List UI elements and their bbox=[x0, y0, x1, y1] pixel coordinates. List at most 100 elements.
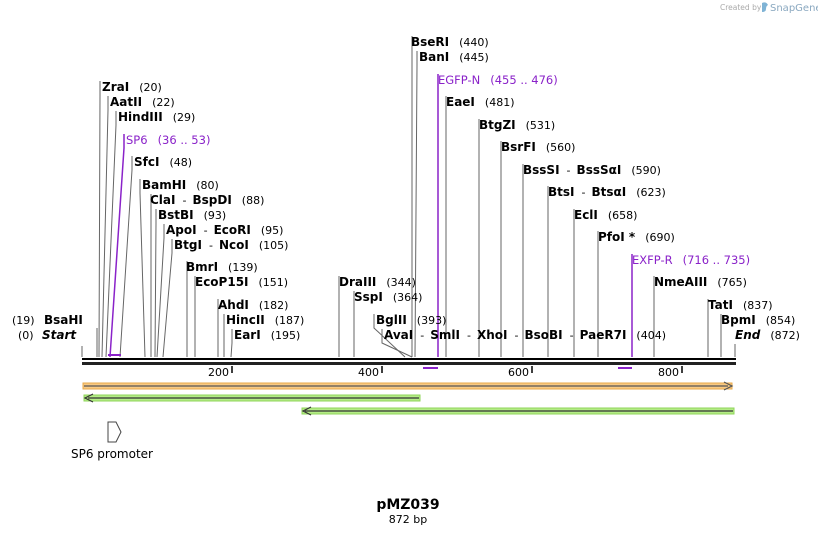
label-btgi[interactable]: BtgI - NcoI (105) bbox=[174, 238, 288, 252]
apoi-name-0: ApoI bbox=[166, 223, 197, 237]
avai-name-4: PaeR7I bbox=[580, 328, 627, 342]
bsssi-separator-1: - bbox=[567, 164, 571, 177]
hindiii-name-0: HindIII bbox=[118, 110, 163, 124]
bsahi-position: (19) bbox=[12, 314, 35, 327]
label-sspi[interactable]: SspI (364) bbox=[354, 290, 422, 304]
bsssi-position: (590) bbox=[631, 164, 661, 177]
label-hindiii[interactable]: HindIII (29) bbox=[118, 110, 195, 124]
label-eaei[interactable]: EaeI (481) bbox=[446, 95, 515, 109]
bani-leader bbox=[414, 51, 418, 358]
label-bamhi[interactable]: BamHI (80) bbox=[142, 178, 219, 192]
label-btgzi[interactable]: BtgZI (531) bbox=[479, 118, 555, 132]
label-bglii[interactable]: BglII (393) bbox=[376, 313, 446, 327]
bsssi-name-0: BssSI bbox=[523, 163, 560, 177]
label-ecop15i[interactable]: EcoP15I (151) bbox=[195, 275, 288, 289]
drai-position: (344) bbox=[386, 276, 416, 289]
avai-name-3: BsoBI bbox=[525, 328, 563, 342]
label-drai[interactable]: DraIII (344) bbox=[339, 275, 416, 289]
bglii-leader bbox=[373, 314, 406, 358]
label-end[interactable]: End (872) bbox=[735, 328, 800, 342]
ruler-ticks: 200 400 600 800 bbox=[208, 366, 683, 379]
label-bsrfi[interactable]: BsrFI (560) bbox=[501, 140, 575, 154]
btgzi-name-0: BtgZI bbox=[479, 118, 516, 132]
sequence-backbone bbox=[82, 358, 736, 360]
bstbi-position: (93) bbox=[204, 209, 227, 222]
drai-name-0: DraIII bbox=[339, 275, 376, 289]
sspi-name-0: SspI bbox=[354, 290, 383, 304]
bmri-name-0: BmrI bbox=[186, 260, 218, 274]
bseri-position: (440) bbox=[459, 36, 489, 49]
label-bpmi[interactable]: BpmI (854) bbox=[721, 313, 795, 327]
label-eari[interactable]: EarI (195) bbox=[234, 328, 300, 342]
feature-insert-orange[interactable] bbox=[82, 381, 734, 391]
bani-name-0: BanI bbox=[419, 50, 449, 64]
pfoi-name-0: PfoI * bbox=[598, 230, 636, 244]
btgi-leader bbox=[162, 239, 173, 358]
label-bsssi[interactable]: BssSI - BssSαI (590) bbox=[523, 163, 661, 177]
label-sfci[interactable]: SfcI (48) bbox=[134, 155, 192, 169]
label-hincii[interactable]: HincII (187) bbox=[226, 313, 304, 327]
eaei-position: (481) bbox=[485, 96, 515, 109]
hindiii-position: (29) bbox=[173, 111, 196, 124]
avai-name-1: SmlI bbox=[430, 328, 460, 342]
avai-leader bbox=[381, 329, 413, 358]
hincii-position: (187) bbox=[275, 314, 305, 327]
sfci-name-0: SfcI bbox=[134, 155, 159, 169]
sp6-leader bbox=[109, 134, 125, 358]
tati-position: (837) bbox=[743, 299, 773, 312]
credit-brand: SnapGene bbox=[770, 3, 818, 14]
hindiii-leader bbox=[105, 111, 117, 358]
zrai-name-0: ZraI bbox=[102, 80, 129, 94]
eari-position: (195) bbox=[271, 329, 301, 342]
ecop15i-name-0: EcoP15I bbox=[195, 275, 249, 289]
bsssi-name-1: BssSαI bbox=[577, 163, 622, 177]
label-exfpr[interactable]: EXFP-R (716 .. 735) bbox=[632, 253, 750, 267]
feature-arrow-green-2[interactable] bbox=[301, 406, 735, 416]
bpmi-name-0: BpmI bbox=[721, 313, 756, 327]
btgi-name-1: NcoI bbox=[219, 238, 249, 252]
btgi-name-0: BtgI bbox=[174, 238, 202, 252]
label-pfoi[interactable]: PfoI * (690) bbox=[598, 230, 675, 244]
pfoi-position: (690) bbox=[645, 231, 675, 244]
zrai-position: (20) bbox=[139, 81, 162, 94]
label-egfpn[interactable]: EGFP-N (455 .. 476) bbox=[438, 73, 558, 87]
label-avai[interactable]: AvaI - SmlI - XhoI - BsoBI - PaeR7I (404) bbox=[384, 328, 666, 342]
btsi-separator-1: - bbox=[582, 186, 586, 199]
egfpn-position: (455 .. 476) bbox=[490, 73, 558, 87]
label-bmri[interactable]: BmrI (139) bbox=[186, 260, 258, 274]
sp6-promoter-feature[interactable]: SP6 promoter bbox=[71, 421, 153, 461]
label-aatii[interactable]: AatII (22) bbox=[110, 95, 175, 109]
label-apoi[interactable]: ApoI - EcoRI (95) bbox=[166, 223, 283, 237]
label-sp6[interactable]: SP6 (36 .. 53) bbox=[126, 133, 210, 147]
label-bseri[interactable]: BseRI (440) bbox=[411, 35, 489, 49]
avai-name-2: XhoI bbox=[477, 328, 508, 342]
btgi-position: (105) bbox=[259, 239, 289, 252]
egfpn-name-0: EGFP-N bbox=[438, 73, 480, 87]
label-bani[interactable]: BanI (445) bbox=[419, 50, 489, 64]
label-bsahi[interactable]: (19) BsaHI bbox=[12, 313, 83, 327]
feature-arrow-green-1[interactable] bbox=[83, 393, 421, 403]
label-ahdi[interactable]: AhdI (182) bbox=[218, 298, 288, 312]
exfpr-position: (716 .. 735) bbox=[683, 253, 751, 267]
bamhi-position: (80) bbox=[196, 179, 219, 192]
label-nmeaiii[interactable]: NmeAIII (765) bbox=[654, 275, 747, 289]
bsrfi-position: (560) bbox=[546, 141, 576, 154]
label-btsi[interactable]: BtsI - BtsαI (623) bbox=[548, 185, 666, 199]
label-ecli[interactable]: EclI (658) bbox=[574, 208, 637, 222]
end-name-0: End bbox=[735, 328, 761, 342]
btgi-separator-1: - bbox=[209, 239, 213, 252]
label-clai[interactable]: ClaI - BspDI (88) bbox=[150, 193, 264, 207]
label-tati[interactable]: TatI (837) bbox=[708, 298, 773, 312]
label-zrai[interactable]: ZraI (20) bbox=[102, 80, 162, 94]
bpmi-position: (854) bbox=[766, 314, 796, 327]
end-position: (872) bbox=[770, 329, 800, 342]
bstbi-name-0: BstBI bbox=[158, 208, 194, 222]
avai-separator-2: - bbox=[467, 329, 471, 342]
label-start[interactable]: (0) Start bbox=[18, 328, 77, 342]
sp6-position: (36 .. 53) bbox=[158, 133, 211, 147]
label-leader-lines bbox=[81, 36, 736, 358]
avai-separator-3: - bbox=[515, 329, 519, 342]
label-bstbi[interactable]: BstBI (93) bbox=[158, 208, 226, 222]
aatii-name-0: AatII bbox=[110, 95, 142, 109]
